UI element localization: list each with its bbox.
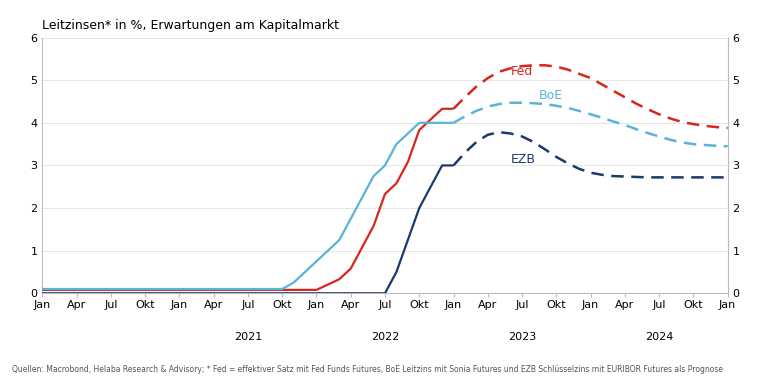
Text: 2024: 2024 [645,332,673,342]
Text: Fed: Fed [511,65,533,78]
Text: 2022: 2022 [371,332,399,342]
Text: BoE: BoE [539,89,564,103]
Text: Quellen: Macrobond, Helaba Research & Advisory; * Fed = effektiver Satz mit Fed : Quellen: Macrobond, Helaba Research & Ad… [12,365,722,374]
Text: Leitzinsen* in %, Erwartungen am Kapitalmarkt: Leitzinsen* in %, Erwartungen am Kapital… [42,19,340,32]
Text: 2023: 2023 [508,332,536,342]
Text: 2021: 2021 [234,332,262,342]
Text: EZB: EZB [511,153,536,165]
